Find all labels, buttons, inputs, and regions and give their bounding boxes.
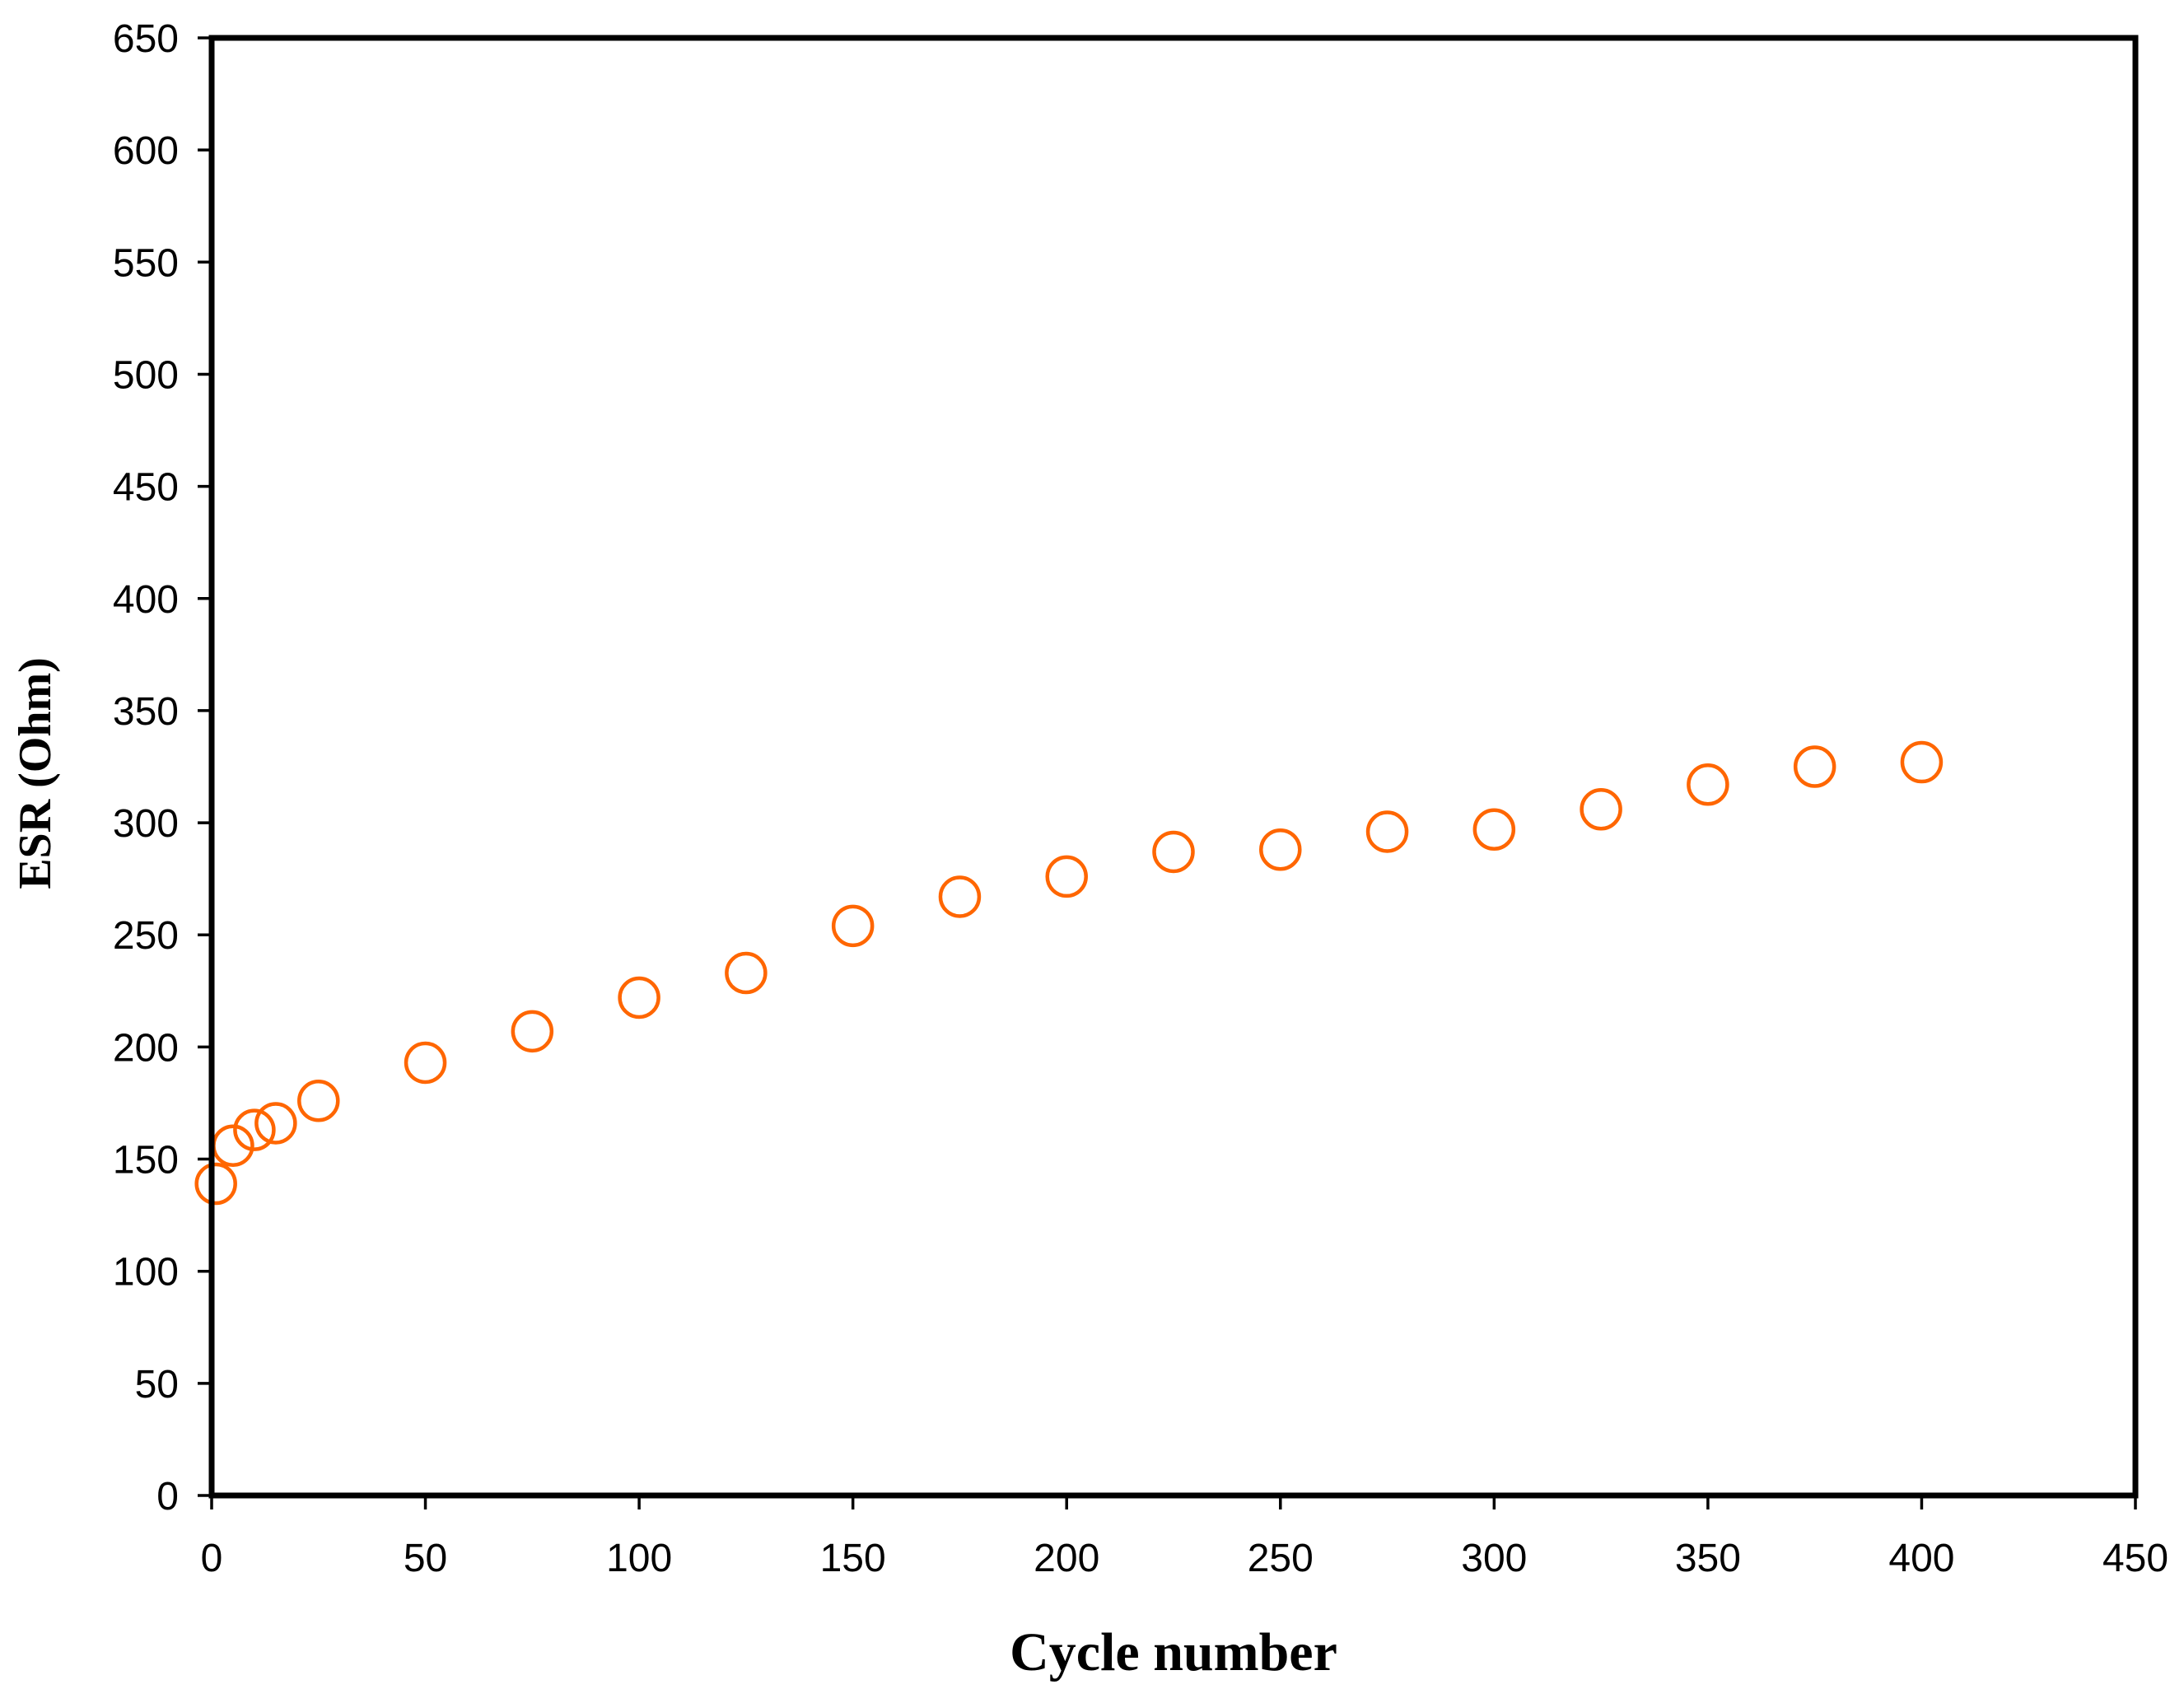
y-tick-label: 50 bbox=[135, 1363, 179, 1407]
x-tick-label: 200 bbox=[1034, 1537, 1099, 1580]
x-tick-label: 300 bbox=[1461, 1537, 1527, 1580]
y-tick-label: 200 bbox=[113, 1026, 179, 1070]
data-point-marker bbox=[831, 904, 875, 948]
x-tick-label: 0 bbox=[201, 1537, 223, 1580]
data-points bbox=[194, 740, 1944, 1206]
y-tick-label: 650 bbox=[113, 17, 179, 61]
y-tick-label: 600 bbox=[113, 129, 179, 173]
x-tick-label: 400 bbox=[1888, 1537, 1954, 1580]
data-point-marker bbox=[1259, 828, 1302, 871]
data-point-marker bbox=[194, 1162, 237, 1206]
x-tick-label: 250 bbox=[1248, 1537, 1314, 1580]
data-point-marker bbox=[1152, 830, 1195, 874]
data-point-marker bbox=[233, 1108, 276, 1151]
x-tick-label: 350 bbox=[1675, 1537, 1741, 1580]
x-axis-title: Cycle number bbox=[1010, 1622, 1337, 1682]
data-point-marker bbox=[404, 1041, 447, 1085]
data-point-marker bbox=[511, 1010, 554, 1053]
data-point-marker bbox=[1793, 745, 1836, 788]
data-point-marker bbox=[938, 875, 982, 918]
y-tick-label: 150 bbox=[113, 1139, 179, 1183]
x-tick-label: 150 bbox=[820, 1537, 886, 1580]
plot-border bbox=[208, 35, 2139, 1499]
data-point-marker bbox=[1045, 855, 1088, 898]
data-point-marker bbox=[1365, 810, 1409, 853]
y-tick-label: 350 bbox=[113, 690, 179, 734]
y-tick-labels: 0 50 100 150 200 250 300 350 400 450 500 550 600 650 bbox=[113, 17, 179, 1519]
y-axis-title: ESR (Ohm) bbox=[10, 657, 61, 889]
data-point-marker bbox=[1900, 740, 1944, 784]
y-axis-ticks bbox=[198, 36, 212, 1497]
x-tick-label: 50 bbox=[404, 1537, 447, 1580]
y-tick-label: 400 bbox=[113, 578, 179, 622]
data-point-marker bbox=[1580, 787, 1622, 831]
x-tick-label: 450 bbox=[2102, 1537, 2168, 1580]
data-point-marker bbox=[1472, 808, 1516, 851]
y-tick-label: 450 bbox=[113, 466, 179, 510]
y-tick-label: 250 bbox=[113, 914, 179, 958]
data-point-marker bbox=[725, 951, 768, 995]
y-tick-label: 300 bbox=[113, 802, 179, 846]
data-point-marker bbox=[297, 1079, 340, 1122]
y-tick-label: 100 bbox=[113, 1251, 179, 1295]
data-point-marker bbox=[1687, 763, 1729, 806]
x-axis-ticks bbox=[210, 1495, 2137, 1509]
data-point-marker bbox=[254, 1102, 297, 1145]
x-tick-label: 100 bbox=[606, 1537, 672, 1580]
y-tick-label: 500 bbox=[113, 353, 179, 397]
y-tick-label: 550 bbox=[113, 241, 179, 285]
x-tick-labels: 0 50 100 150 200 250 300 350 400 450 bbox=[201, 1537, 2168, 1580]
y-tick-label: 0 bbox=[156, 1475, 179, 1519]
data-point-marker bbox=[618, 976, 660, 1019]
